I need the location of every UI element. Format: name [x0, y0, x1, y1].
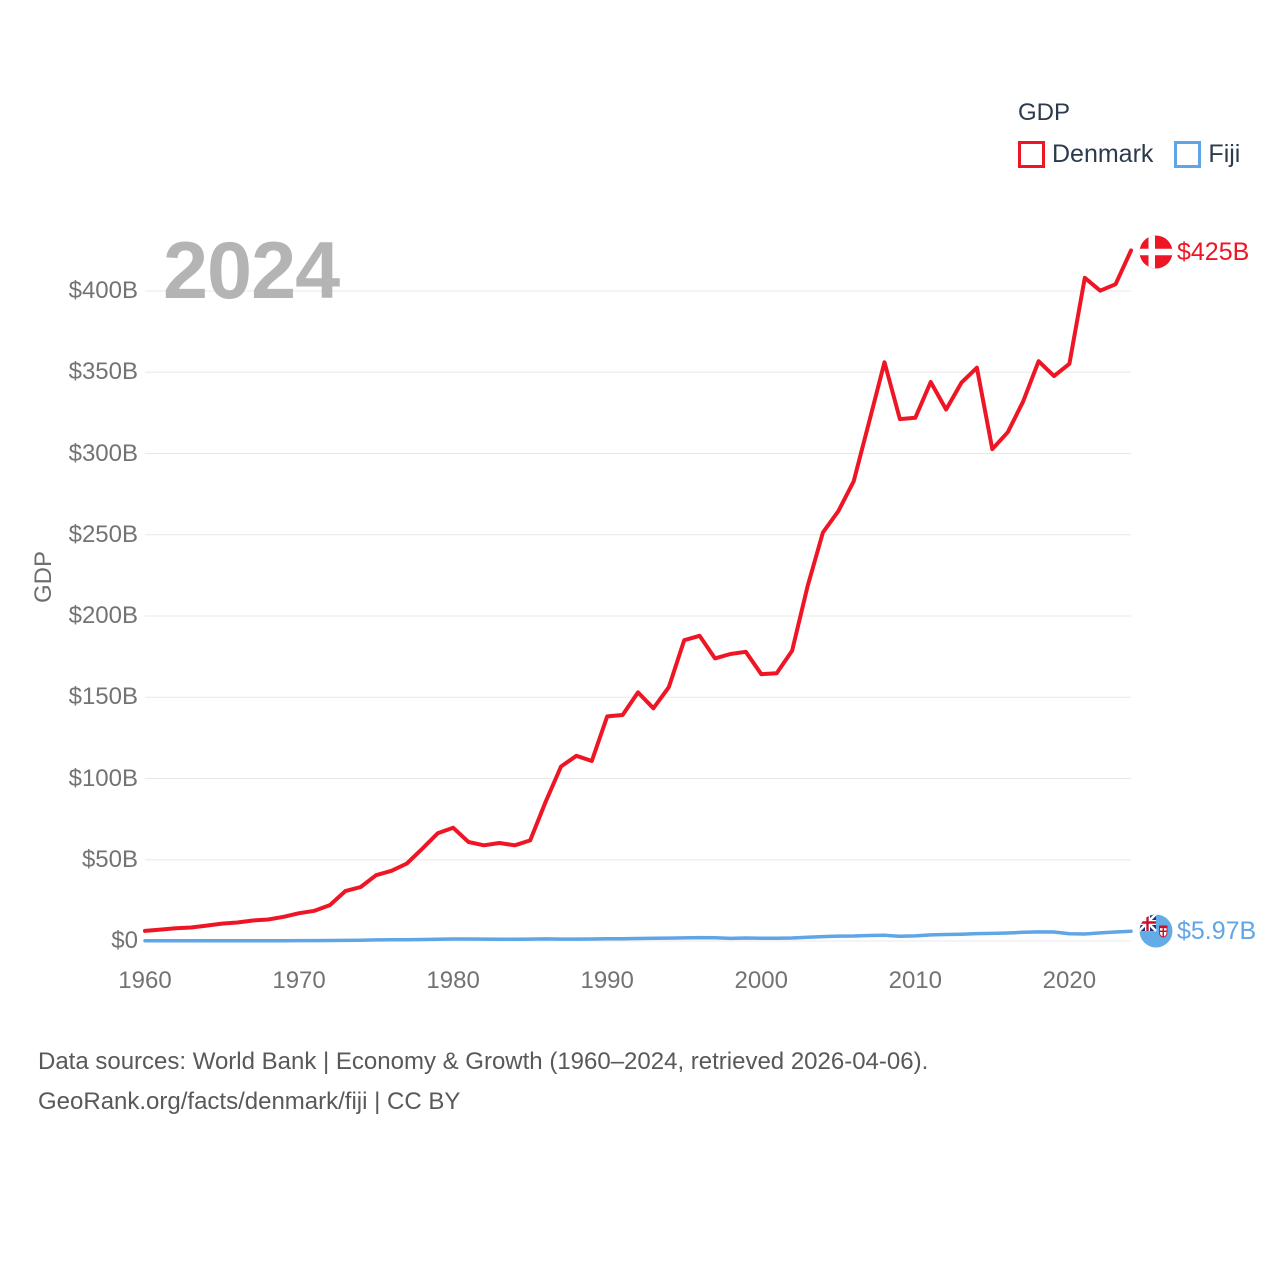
x-tick-label: 1970 — [272, 967, 326, 994]
x-tick-label: 1980 — [426, 967, 480, 994]
fiji-end-label: $5.97B — [1177, 917, 1257, 945]
legend-label-fiji: Fiji — [1208, 140, 1241, 168]
denmark-end-label: $425B — [1177, 238, 1250, 266]
data-sources-line: Data sources: World Bank | Economy & Gro… — [38, 1048, 929, 1075]
x-tick-label: 1960 — [118, 967, 172, 994]
fiji-swatch — [1174, 141, 1202, 168]
x-tick-label: 2000 — [734, 967, 788, 994]
denmark-flag-icon — [1139, 235, 1173, 269]
legend-title: GDP — [1018, 99, 1071, 126]
y-tick-label: $150B — [68, 683, 138, 711]
fiji-line — [143, 929, 1133, 943]
y-tick-label: $200B — [68, 602, 138, 629]
x-tick-label: 1990 — [580, 967, 634, 994]
legend-row: Denmark Fiji — [1018, 140, 1240, 169]
x-tick-label: 2010 — [888, 967, 942, 994]
attribution-link-line: GeoRank.org/facts/denmark/fiji | CC BY — [38, 1088, 461, 1115]
gdp-line-chart — [143, 248, 1133, 943]
y-tick-label: $50B — [81, 845, 138, 873]
y-tick-label: $350B — [68, 358, 138, 386]
y-tick-label: $0 — [111, 927, 138, 954]
legend-item-denmark[interactable]: Denmark — [1018, 140, 1153, 169]
y-tick-label: $100B — [68, 764, 138, 792]
y-tick-label: $250B — [68, 520, 138, 548]
legend: GDP Denmark Fiji — [1018, 99, 1240, 169]
x-tick-label: 2020 — [1042, 967, 1097, 994]
denmark-swatch — [1018, 141, 1045, 168]
y-tick-label: $300B — [68, 439, 138, 467]
y-tick-label: $400B — [68, 277, 138, 304]
fiji-flag-icon — [1139, 914, 1173, 948]
denmark-line — [143, 248, 1133, 933]
legend-label-denmark: Denmark — [1052, 140, 1154, 168]
legend-item-fiji[interactable]: Fiji — [1174, 140, 1240, 169]
year-watermark: 2024 — [163, 226, 340, 316]
